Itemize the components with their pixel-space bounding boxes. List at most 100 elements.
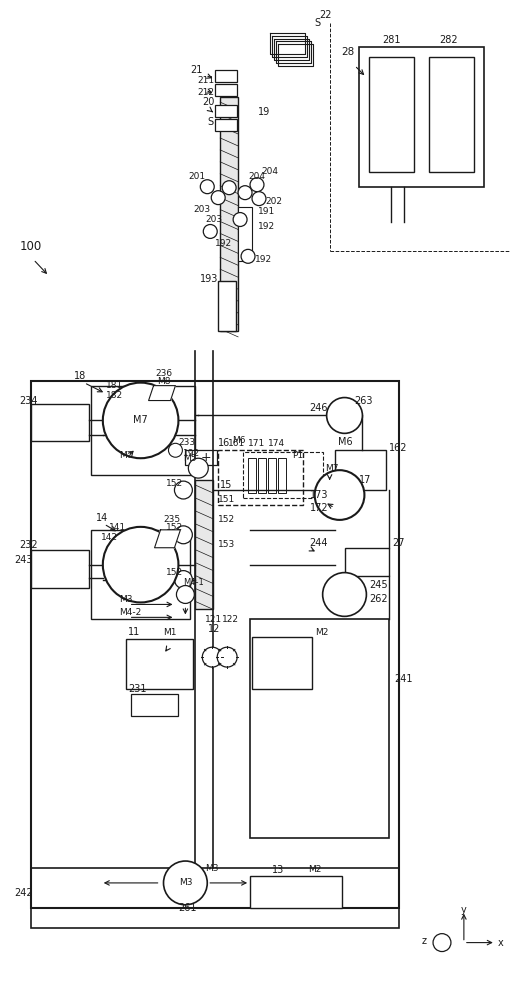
Circle shape bbox=[252, 192, 266, 206]
Bar bbox=[31, 404, 89, 441]
Text: 204: 204 bbox=[261, 167, 278, 176]
Text: 173: 173 bbox=[310, 490, 328, 500]
Text: 212: 212 bbox=[197, 88, 214, 97]
Circle shape bbox=[200, 180, 214, 194]
Text: M8: M8 bbox=[157, 377, 171, 386]
Text: P1: P1 bbox=[292, 451, 303, 460]
Circle shape bbox=[315, 470, 364, 520]
Circle shape bbox=[217, 647, 237, 667]
Text: 202: 202 bbox=[265, 197, 282, 206]
Text: S: S bbox=[315, 18, 321, 28]
Circle shape bbox=[103, 383, 178, 458]
Text: 12: 12 bbox=[208, 624, 221, 634]
Bar bbox=[243, 452, 323, 498]
Text: 153: 153 bbox=[218, 540, 235, 549]
Bar bbox=[258, 458, 266, 493]
Text: 20: 20 bbox=[203, 97, 215, 107]
Text: 161: 161 bbox=[228, 439, 245, 448]
Text: 203: 203 bbox=[193, 205, 210, 214]
Text: 235: 235 bbox=[163, 515, 180, 524]
Circle shape bbox=[174, 481, 192, 499]
Bar bbox=[250, 876, 341, 908]
Text: 241: 241 bbox=[394, 674, 413, 684]
Bar bbox=[220, 97, 238, 331]
Text: 174: 174 bbox=[268, 439, 285, 448]
Text: 242: 242 bbox=[14, 888, 33, 898]
Text: M4-1: M4-1 bbox=[183, 578, 204, 587]
Text: 100: 100 bbox=[20, 240, 42, 253]
Text: z: z bbox=[422, 936, 427, 946]
Text: 14: 14 bbox=[96, 513, 108, 523]
Bar bbox=[250, 619, 389, 838]
Bar bbox=[215, 84, 237, 96]
Text: 15: 15 bbox=[220, 480, 232, 490]
Text: 152: 152 bbox=[166, 568, 182, 577]
Bar bbox=[238, 207, 252, 261]
Bar bbox=[268, 458, 276, 493]
Circle shape bbox=[204, 224, 217, 238]
Text: 22: 22 bbox=[320, 10, 332, 20]
Text: 236: 236 bbox=[156, 369, 173, 378]
Text: 152: 152 bbox=[218, 515, 235, 524]
Text: 193: 193 bbox=[200, 274, 218, 284]
Text: 263: 263 bbox=[355, 396, 373, 406]
Text: 121: 121 bbox=[205, 615, 223, 624]
Bar bbox=[91, 386, 195, 475]
Bar bbox=[186, 450, 217, 465]
Text: 19: 19 bbox=[258, 107, 270, 117]
Text: 142: 142 bbox=[101, 533, 118, 542]
Text: 191: 191 bbox=[258, 207, 275, 216]
Text: 282: 282 bbox=[439, 35, 457, 45]
Text: 152: 152 bbox=[166, 479, 182, 488]
Circle shape bbox=[250, 178, 264, 192]
Text: 152: 152 bbox=[166, 523, 182, 532]
Text: 204: 204 bbox=[248, 172, 265, 181]
Circle shape bbox=[233, 213, 247, 226]
Text: 27: 27 bbox=[392, 538, 405, 548]
Circle shape bbox=[203, 647, 222, 667]
Text: y: y bbox=[461, 905, 467, 915]
Circle shape bbox=[211, 191, 225, 205]
Text: 181: 181 bbox=[106, 381, 123, 390]
Bar bbox=[215, 105, 237, 117]
Text: 234: 234 bbox=[20, 396, 38, 406]
Polygon shape bbox=[155, 530, 180, 548]
Circle shape bbox=[163, 861, 207, 905]
Text: 231: 231 bbox=[128, 684, 147, 694]
Bar bbox=[344, 548, 389, 576]
Bar bbox=[218, 450, 303, 505]
Bar bbox=[215, 70, 237, 82]
Text: 172: 172 bbox=[310, 503, 328, 513]
Text: 21: 21 bbox=[190, 65, 203, 75]
Text: M3: M3 bbox=[205, 864, 219, 873]
Text: M6: M6 bbox=[338, 437, 352, 447]
Bar bbox=[359, 47, 484, 187]
Polygon shape bbox=[149, 386, 175, 401]
Text: 243: 243 bbox=[14, 555, 33, 565]
Text: 201: 201 bbox=[188, 172, 206, 181]
Text: M7: M7 bbox=[133, 415, 148, 425]
Text: 18: 18 bbox=[74, 371, 86, 381]
Text: 232: 232 bbox=[20, 540, 38, 550]
Text: 122: 122 bbox=[222, 615, 239, 624]
Text: 16: 16 bbox=[218, 438, 230, 448]
Circle shape bbox=[323, 573, 366, 616]
Bar bbox=[31, 550, 89, 588]
Circle shape bbox=[174, 526, 192, 544]
Text: x: x bbox=[498, 938, 503, 948]
Circle shape bbox=[174, 571, 192, 589]
Text: 246: 246 bbox=[310, 403, 328, 413]
Bar bbox=[131, 694, 178, 716]
Bar bbox=[429, 57, 474, 172]
Text: 261: 261 bbox=[178, 903, 197, 913]
Bar bbox=[248, 458, 256, 493]
Bar bbox=[370, 57, 414, 172]
Bar bbox=[215, 119, 237, 131]
Bar bbox=[195, 480, 213, 609]
Text: 192: 192 bbox=[183, 449, 200, 458]
Text: 245: 245 bbox=[370, 580, 388, 590]
Text: 233: 233 bbox=[178, 438, 195, 447]
Text: M4-2: M4-2 bbox=[119, 608, 141, 617]
Text: S: S bbox=[207, 117, 213, 127]
Text: M2: M2 bbox=[315, 628, 328, 637]
